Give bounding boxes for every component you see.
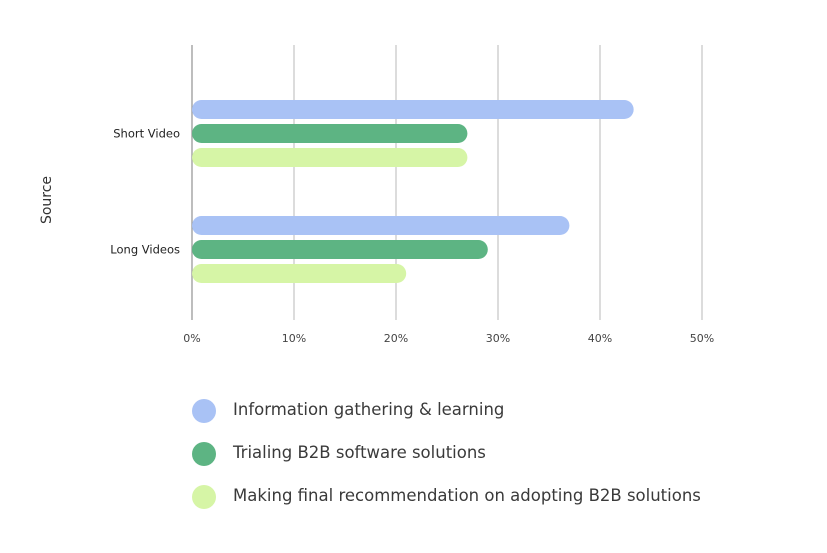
x-tick-label: 50% xyxy=(690,332,714,345)
category-labels: Short Video Long Videos xyxy=(110,127,180,257)
bar-short-video-series-3 xyxy=(192,148,468,167)
bars xyxy=(192,100,634,283)
legend-swatch xyxy=(192,399,216,423)
category-label: Long Videos xyxy=(110,243,180,257)
grid-lines xyxy=(191,45,703,320)
bar-long-videos-series-3 xyxy=(192,264,407,283)
bar-long-videos-series-1 xyxy=(192,216,570,235)
x-tick-label: 40% xyxy=(588,332,612,345)
bar-long-videos-series-2 xyxy=(192,240,488,259)
legend-swatch xyxy=(192,485,216,509)
bar-chart: Short Video Long Videos 0% 10% 20% 30% 40% 50%… xyxy=(39,45,714,345)
bar-short-video-series-2 xyxy=(192,124,468,143)
x-tick-label: 0% xyxy=(183,332,200,345)
legend-label: Making final recommendation on adopting … xyxy=(233,486,701,505)
x-tick-label: 30% xyxy=(486,332,510,345)
legend-swatch xyxy=(192,442,216,466)
x-tick-label: 10% xyxy=(282,332,306,345)
x-tick-label: 20% xyxy=(384,332,408,345)
bar-short-video-series-1 xyxy=(192,100,634,119)
x-tick-labels: 0% 10% 20% 30% 40% 50% xyxy=(183,332,714,345)
legend-label: Information gathering & learning xyxy=(233,400,505,419)
legend-label: Trialing B2B software solutions xyxy=(233,443,486,462)
category-label: Short Video xyxy=(113,127,180,141)
y-axis-title: Source xyxy=(39,176,55,224)
